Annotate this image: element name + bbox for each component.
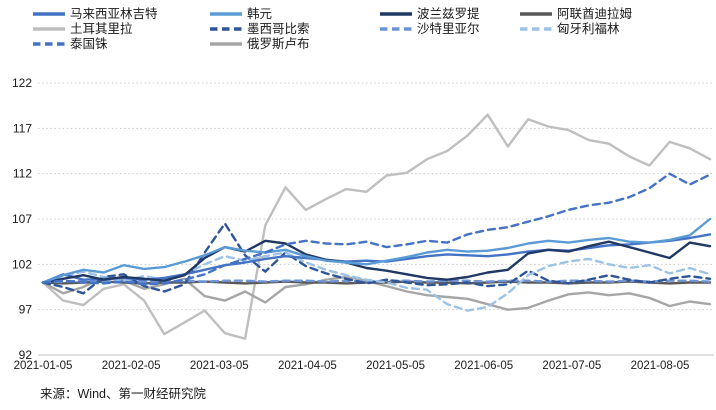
legend-item: 匈牙利福林 [520,22,620,36]
legend-item: 土耳其里拉 [33,22,133,36]
series-line [41,172,712,286]
x-axis-tick-label: 2021-04-05 [278,360,337,372]
y-axis-tick-label: 102 [12,257,32,271]
legend-swatch-line [520,27,552,31]
y-axis-tick-label: 117 [13,121,32,135]
chart-plot-area: 92 97 102 107 112 117 122 2021-01-05 2021-02-05 2… [12,76,714,372]
legend-label: 俄罗斯卢布 [247,37,310,51]
legend-item: 韩元 [210,7,272,21]
x-axis-tick-label: 2021-03-05 [190,360,249,372]
legend-item: 马来西亚林吉特 [33,7,158,21]
series-line [41,239,712,284]
x-axis-tick-label: 2021-08-05 [631,360,690,372]
y-axis-tick-label: 97 [19,303,33,317]
legend-item: 沙特里亚尔 [380,22,480,36]
legend-label: 墨西哥比索 [247,22,310,36]
legend-label: 韩元 [247,7,273,21]
series-line [41,113,712,340]
y-axis-tick-label: 122 [12,76,32,90]
legend-label: 马来西亚林吉特 [70,7,158,21]
legend-label: 阿联酋迪拉姆 [557,7,633,21]
y-axis-tick-label: 92 [19,348,33,362]
legend-label: 沙特里亚尔 [417,22,480,36]
legend-label: 土耳其里拉 [70,22,133,36]
legend-label: 泰国铢 [70,37,108,51]
x-axis-tick-label: 2021-07-05 [542,360,601,372]
series-line [41,217,712,284]
legend-label: 匈牙利福林 [557,22,620,36]
legend-swatch-line [210,12,242,16]
x-axis-tick-label: 2021-01-05 [14,360,73,372]
legend-item: 俄罗斯卢布 [210,37,310,51]
x-axis-tick-label: 2021-05-05 [366,360,425,372]
legend-swatch-line [33,42,65,46]
series-line [41,222,712,295]
y-axis-tick-label: 107 [12,212,32,226]
legend-swatch-line [33,27,65,31]
legend-item: 泰国铢 [33,37,108,51]
legend-label: 波兰兹罗提 [417,7,480,21]
legend-swatch-line [520,12,552,16]
legend-swatch-line [380,12,412,16]
x-axis-tick-label: 2021-06-05 [454,360,513,372]
y-axis-tick-label: 112 [13,167,32,181]
legend-swatch-line [380,27,412,31]
chart-legend: 马来西亚林吉特 韩元 波兰兹罗提 阿联酋迪拉姆土耳其里拉 墨西哥比索 沙特里亚尔 匈牙利福林… [0,0,716,56]
x-axis-tick-label: 2021-02-05 [102,360,161,372]
legend-item: 阿联酋迪拉姆 [520,7,632,21]
legend-swatch-line [210,27,242,31]
legend-swatch-line [210,42,242,46]
series-line [41,279,712,284]
line-chart-svg: 92 97 102 107 112 117 122 2021-01-05 2021-02-05 2… [12,76,714,372]
legend-item: 波兰兹罗提 [380,7,480,21]
source-note: 来源：Wind、第一财经研究院 [40,387,206,401]
legend-swatch-line [33,12,65,16]
legend-item: 墨西哥比索 [210,22,310,36]
